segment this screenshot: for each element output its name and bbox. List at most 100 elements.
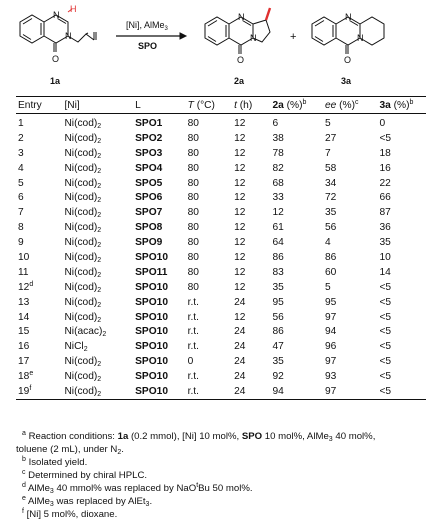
cell-time: 12 — [234, 147, 246, 159]
plus-sign: + — [290, 31, 296, 43]
cell-temperature: 80 — [187, 192, 199, 204]
cell-temperature: 80 — [187, 132, 199, 144]
molecule-1a — [19, 8, 97, 52]
table-row: 12d Ni(cod)2 SPO10 80 12 35 5 <5 — [16, 280, 426, 295]
cell-temperature: 80 — [187, 237, 199, 249]
cell-ee: 5 — [324, 117, 331, 129]
cell-ligand: SPO6 — [135, 192, 163, 204]
cell-yield-3a: <5 — [379, 281, 392, 293]
cell-ni: Ni(cod)2 — [64, 356, 102, 369]
cell-yield-2a: 6 — [272, 117, 279, 129]
cell-temperature: r.t. — [187, 371, 199, 383]
cell-yield-3a: 10 — [379, 251, 391, 263]
cell-ligand: SPO10 — [135, 326, 168, 338]
header-ni: [Ni] — [64, 99, 80, 111]
cell-ee: 97 — [324, 356, 337, 368]
cell-time: 12 — [234, 132, 246, 144]
cell-temperature: 80 — [187, 162, 199, 174]
cell-temperature: r.t. — [187, 296, 199, 308]
cell-ligand: SPO10 — [135, 371, 168, 383]
cell-ee: 94 — [324, 326, 337, 338]
cell-entry: 15 — [18, 326, 30, 338]
cell-ee: 56 — [324, 222, 337, 234]
molecule-3a — [311, 16, 385, 54]
cell-ni: Ni(cod)2 — [64, 371, 102, 384]
cell-time: 12 — [234, 207, 246, 219]
cell-ni: Ni(cod)2 — [64, 207, 102, 220]
footnote-f: f [Ni] 5 mol%, dioxane. — [22, 508, 118, 520]
cell-ni: Ni(cod)2 — [64, 177, 102, 190]
cell-ni: Ni(acac)2 — [64, 326, 107, 339]
cell-yield-3a: 22 — [379, 177, 391, 189]
cell-yield-2a: 56 — [272, 311, 284, 323]
cell-yield-2a: 86 — [272, 326, 284, 338]
cell-yield-2a: 86 — [272, 251, 284, 263]
cell-yield-2a: 35 — [272, 281, 284, 293]
cell-entry: 14 — [18, 311, 30, 323]
cell-temperature: r.t. — [187, 311, 199, 323]
table-row: 7 Ni(cod)2 SPO7 80 12 12 35 87 — [16, 205, 426, 220]
cell-entry: 5 — [18, 177, 24, 189]
cell-ligand: SPO10 — [135, 251, 168, 263]
cell-temperature: 80 — [187, 222, 199, 234]
cell-entry: 6 — [18, 192, 24, 204]
table-row: 15 Ni(acac)2 SPO10 r.t. 24 86 94 <5 — [16, 324, 426, 339]
molecule-2a — [204, 7, 272, 54]
cell-yield-2a: 47 — [272, 341, 284, 353]
footnote-c: c Determined by chiral HPLC. — [22, 469, 148, 481]
cell-yield-2a: 12 — [272, 207, 284, 219]
cell-entry: 7 — [18, 207, 24, 219]
atom-o-2a: O — [237, 55, 244, 65]
cell-ee: 4 — [324, 237, 331, 249]
cell-yield-2a: 83 — [272, 266, 284, 278]
cell-ligand: SPO5 — [135, 177, 163, 189]
cell-entry: 16 — [18, 341, 30, 353]
cell-ni: Ni(cod)2 — [64, 117, 102, 130]
cell-ee: 86 — [324, 251, 337, 263]
cell-ee: 34 — [324, 177, 337, 189]
footnotes: a Reaction conditions: 1a (0.2 mmol), [N… — [16, 430, 430, 521]
cell-entry: 9 — [18, 237, 24, 249]
cell-yield-3a: 14 — [379, 266, 391, 278]
cell-temperature: r.t. — [187, 326, 199, 338]
cell-yield-2a: 95 — [272, 296, 284, 308]
cell-yield-2a: 68 — [272, 177, 284, 189]
cell-entry: 10 — [18, 251, 30, 263]
cell-time: 12 — [234, 251, 246, 263]
header-yield-2a: 2a (%)b — [272, 98, 307, 111]
cell-ee: 97 — [324, 385, 337, 397]
header-yield-3a: 3a (%)b — [379, 98, 414, 111]
cell-ligand: SPO10 — [135, 385, 168, 397]
cell-yield-2a: 92 — [272, 371, 284, 383]
arrow-bottom-label: SPO — [138, 41, 157, 51]
cell-ee: 58 — [324, 162, 337, 174]
cell-yield-3a: 16 — [379, 162, 391, 174]
cell-temperature: 80 — [187, 251, 199, 263]
atom-n-3a-top: N — [345, 12, 352, 22]
cell-ligand: SPO11 — [135, 266, 168, 278]
cell-yield-3a: <5 — [379, 311, 392, 323]
cell-time: 24 — [234, 326, 246, 338]
cell-time: 12 — [234, 266, 246, 278]
atom-n-2a-top: N — [238, 12, 245, 22]
cell-yield-3a: 36 — [379, 222, 391, 234]
arrow-top-label: [Ni], AlMe3 — [126, 20, 169, 32]
cell-yield-3a: 18 — [379, 147, 391, 159]
cell-ligand: SPO3 — [135, 147, 163, 159]
cell-ee: 5 — [324, 281, 331, 293]
cell-yield-3a: <5 — [379, 371, 392, 383]
atom-n-1a-bottom: N — [65, 31, 72, 41]
cell-ni: Ni(cod)2 — [64, 266, 102, 279]
cell-temperature: 80 — [187, 266, 199, 278]
table-row: 16 NiCl2 SPO10 r.t. 24 47 96 <5 — [16, 339, 426, 354]
cell-entry: 17 — [18, 356, 30, 368]
cell-ligand: SPO2 — [135, 132, 163, 144]
cell-time: 12 — [234, 281, 246, 293]
cell-ligand: SPO10 — [135, 311, 168, 323]
cell-ni: Ni(cod)2 — [64, 281, 102, 294]
cell-yield-3a: <5 — [379, 356, 392, 368]
cell-ee: 93 — [324, 371, 337, 383]
cell-time: 12 — [234, 311, 246, 323]
atom-o-3a: O — [344, 55, 351, 65]
cell-ni: NiCl2 — [64, 341, 88, 354]
